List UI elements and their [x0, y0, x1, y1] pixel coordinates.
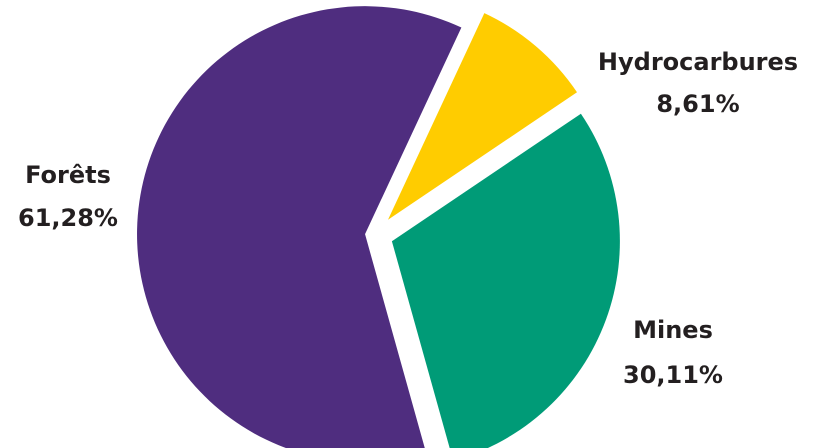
- slices-layer: [137, 6, 620, 448]
- pie-slice-forts: [137, 6, 462, 448]
- label-forets-value: 61,28%: [18, 204, 118, 232]
- pie-slice-hydrocarbures: [387, 13, 578, 220]
- pie-slice-mines: [391, 113, 620, 448]
- label-hydrocarbures-name: Hydrocarbures: [598, 48, 798, 76]
- label-hydrocarbures-value: 8,61%: [656, 90, 739, 118]
- label-forets-name: Forêts: [25, 161, 111, 189]
- label-mines-name: Mines: [633, 316, 713, 344]
- labels-layer: Hydrocarbures 8,61% Mines 30,11% Forêts …: [18, 48, 798, 389]
- label-mines-value: 30,11%: [623, 361, 723, 389]
